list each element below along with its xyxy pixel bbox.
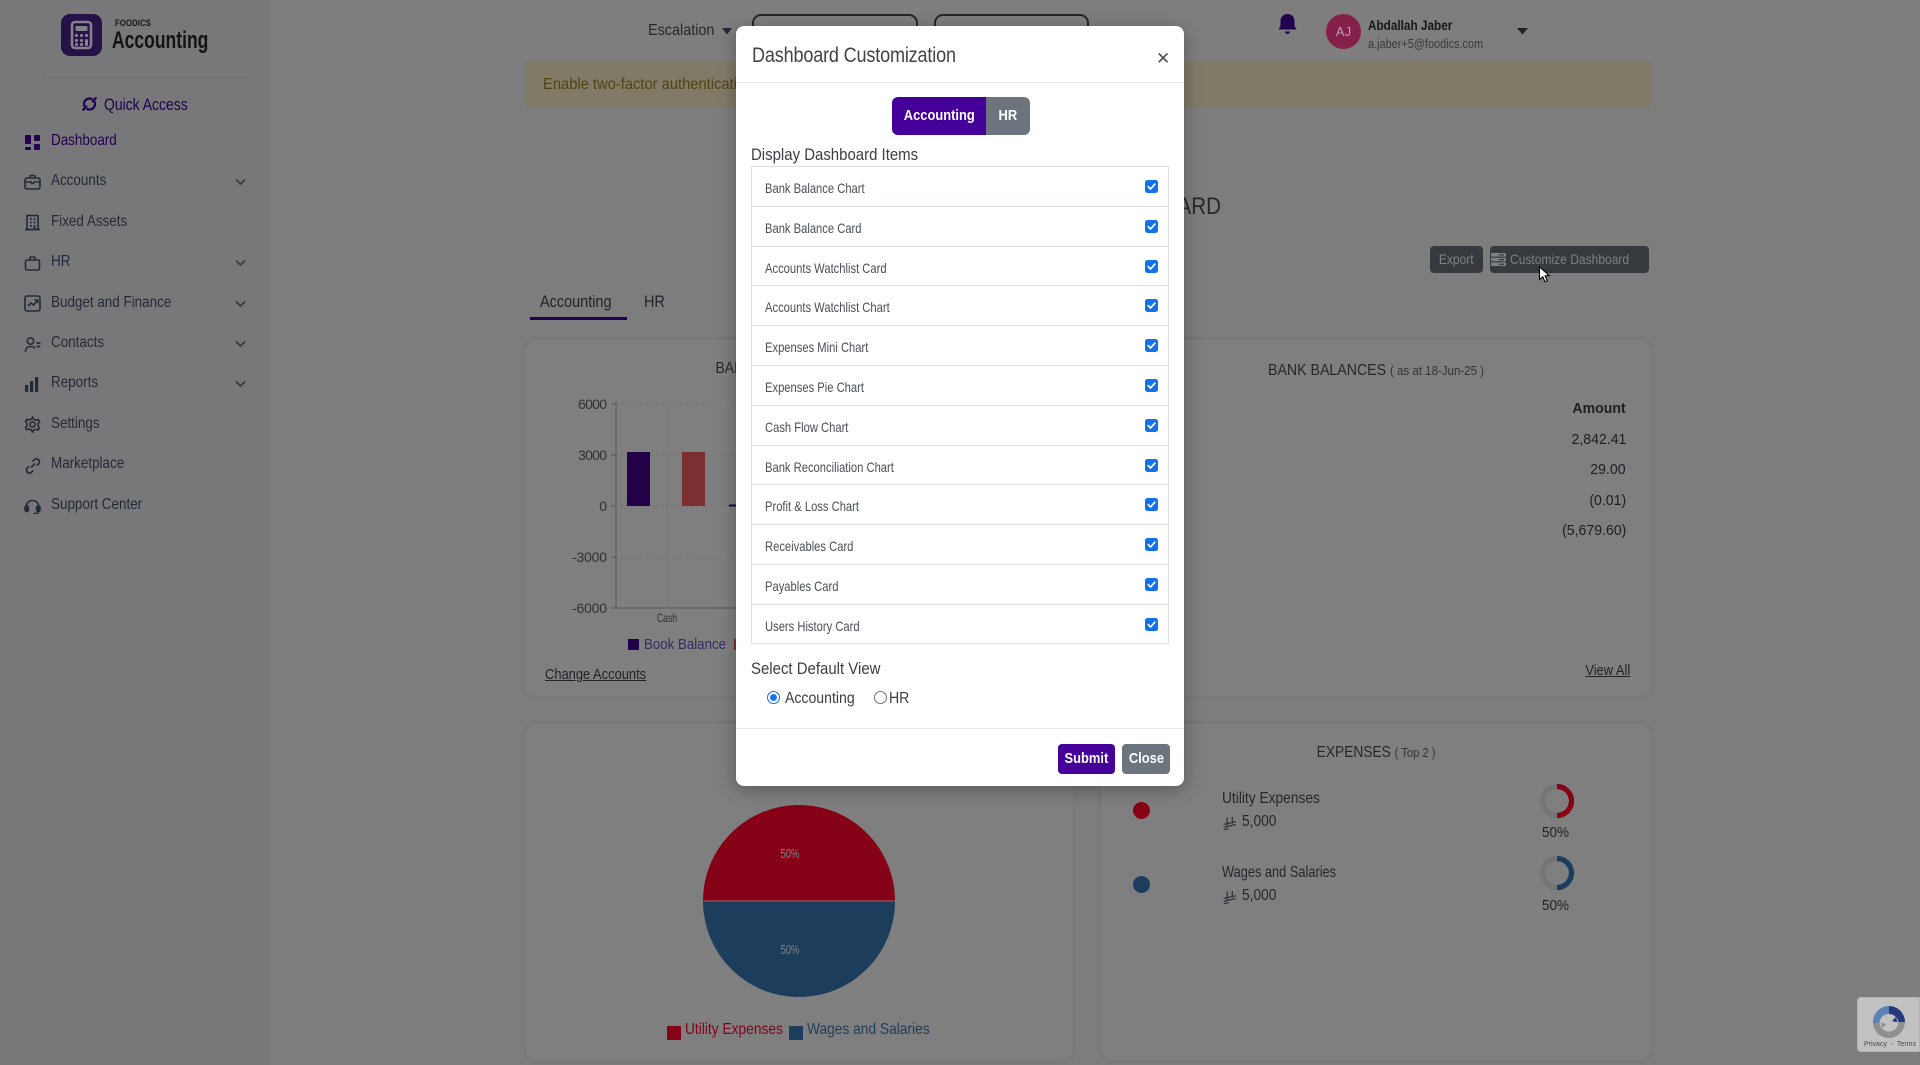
svg-text:Cash: Cash [657,611,677,625]
svg-text:-6000: -6000 [572,600,607,616]
svg-text:3000: 3000 [578,447,607,463]
svg-text:0: 0 [599,498,607,514]
svg-text:-3000: -3000 [572,549,607,565]
svg-text:50%: 50% [781,942,800,957]
svg-text:50%: 50% [781,846,800,861]
svg-text:Book Balance: Book Balance [644,636,726,653]
svg-text:6000: 6000 [578,396,607,412]
